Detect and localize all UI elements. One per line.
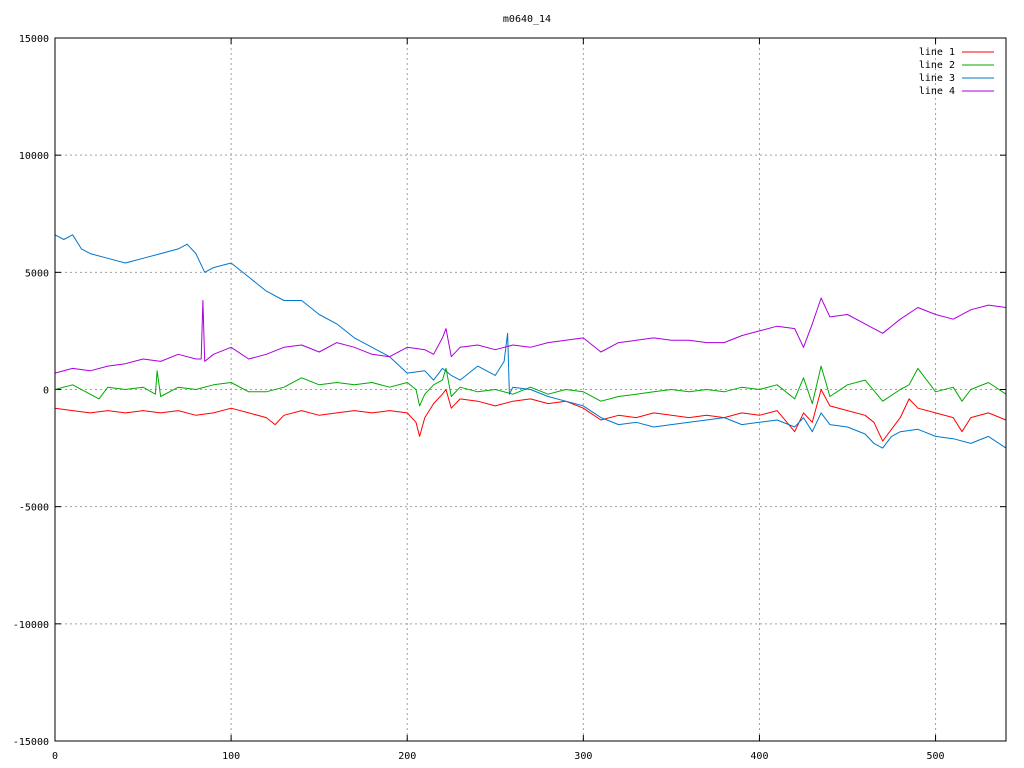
legend-label: line 2 — [919, 60, 955, 71]
series-line-4 — [54, 297, 1007, 374]
y-tick-label: -15000 — [13, 737, 49, 748]
y-tick-label: -5000 — [19, 503, 49, 514]
plot-frame — [54, 37, 1007, 742]
x-tick-label: 300 — [574, 751, 592, 762]
x-tick-label: 0 — [52, 751, 58, 762]
legend-label: line 1 — [919, 47, 955, 58]
x-tick-label: 400 — [750, 751, 768, 762]
y-tick-label: -10000 — [13, 620, 49, 631]
series-line-2 — [54, 365, 1007, 407]
x-tick-label: 200 — [398, 751, 416, 762]
legend-label: line 3 — [919, 73, 955, 84]
y-tick-label: 10000 — [19, 151, 49, 162]
series-line-1 — [54, 389, 1007, 442]
series-lines — [54, 234, 1007, 449]
y-tick-label: 15000 — [19, 34, 49, 45]
legend-label: line 4 — [919, 86, 955, 97]
chart-title: m0640_14 — [503, 14, 551, 25]
x-tick-label: 100 — [222, 751, 240, 762]
legend: line 1 line 2 line 3 line 4 — [919, 47, 994, 97]
y-tick-label: 0 — [43, 386, 49, 397]
y-tick-label: 5000 — [25, 268, 49, 279]
x-tick-label: 500 — [927, 751, 945, 762]
series-line-3 — [54, 234, 1007, 449]
